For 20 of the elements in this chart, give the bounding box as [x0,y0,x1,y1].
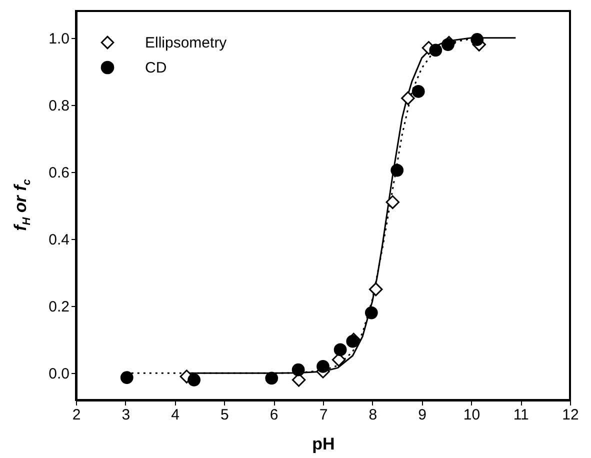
x-tick-label: 5 [220,406,229,424]
y-tick-label: 0.2 [48,298,70,316]
x-tick-label: 3 [122,406,130,424]
y-tick-label: 0.8 [48,97,70,114]
y-tick-label: 0.0 [48,366,70,383]
y-tick-label: 0.4 [48,232,70,249]
x-tick-label: 4 [171,406,180,424]
x-tick-label: 12 [562,406,579,424]
x-axis-title: pH [312,434,335,454]
y-tick-label: 0.6 [48,164,70,182]
y-tick-label: 1.0 [48,30,70,48]
x-tick-label: 9 [418,406,426,424]
legend-label: CD [145,60,167,76]
x-tick-label: 7 [319,406,328,424]
x-tick-label: 8 [368,406,378,424]
x-tick-label: 6 [270,406,278,424]
x-tick-label: 10 [463,406,480,424]
x-tick-label: 11 [513,406,529,424]
x-tick-label: 2 [72,406,81,424]
legend-label: Ellipsometry [145,34,228,52]
